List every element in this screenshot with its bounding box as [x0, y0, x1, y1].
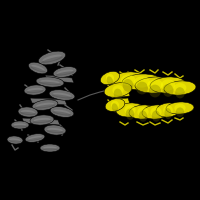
Ellipse shape — [137, 107, 149, 117]
Ellipse shape — [150, 107, 162, 117]
Ellipse shape — [106, 74, 114, 82]
Ellipse shape — [139, 111, 147, 122]
Ellipse shape — [42, 148, 58, 150]
Ellipse shape — [41, 56, 63, 63]
Ellipse shape — [24, 85, 46, 95]
Ellipse shape — [116, 103, 144, 117]
Ellipse shape — [111, 101, 119, 109]
Ellipse shape — [129, 105, 157, 119]
Ellipse shape — [112, 103, 118, 113]
Ellipse shape — [13, 125, 27, 127]
Ellipse shape — [14, 123, 26, 127]
Ellipse shape — [164, 81, 196, 95]
Ellipse shape — [27, 88, 43, 92]
Ellipse shape — [28, 136, 42, 140]
Ellipse shape — [156, 103, 180, 117]
Ellipse shape — [112, 85, 124, 95]
Ellipse shape — [32, 100, 58, 110]
Ellipse shape — [107, 76, 113, 86]
Ellipse shape — [163, 84, 173, 97]
Ellipse shape — [9, 138, 21, 142]
Ellipse shape — [31, 65, 45, 71]
Ellipse shape — [26, 90, 44, 93]
Ellipse shape — [121, 74, 135, 86]
Ellipse shape — [35, 104, 55, 109]
Ellipse shape — [163, 105, 173, 115]
Ellipse shape — [53, 67, 77, 77]
Ellipse shape — [38, 51, 66, 65]
Ellipse shape — [49, 90, 75, 100]
Ellipse shape — [175, 87, 185, 98]
Ellipse shape — [9, 140, 21, 143]
Ellipse shape — [105, 99, 125, 111]
Ellipse shape — [30, 115, 54, 125]
Ellipse shape — [142, 105, 170, 119]
Polygon shape — [112, 98, 128, 100]
Ellipse shape — [56, 71, 74, 76]
Ellipse shape — [11, 121, 29, 129]
Ellipse shape — [44, 125, 66, 135]
Ellipse shape — [136, 82, 148, 94]
Polygon shape — [112, 98, 130, 106]
Ellipse shape — [100, 71, 120, 85]
Ellipse shape — [39, 82, 61, 85]
Ellipse shape — [57, 70, 73, 74]
Ellipse shape — [18, 107, 38, 117]
Ellipse shape — [135, 77, 175, 93]
Ellipse shape — [122, 74, 162, 90]
Ellipse shape — [149, 85, 161, 97]
Ellipse shape — [34, 118, 50, 122]
Ellipse shape — [21, 110, 35, 114]
Polygon shape — [110, 90, 128, 92]
Ellipse shape — [32, 120, 52, 123]
Ellipse shape — [36, 77, 64, 87]
Polygon shape — [22, 118, 60, 125]
Ellipse shape — [166, 102, 194, 114]
Ellipse shape — [54, 110, 70, 114]
Ellipse shape — [27, 137, 43, 141]
Ellipse shape — [104, 83, 132, 97]
Polygon shape — [45, 75, 72, 78]
Ellipse shape — [150, 77, 186, 93]
Ellipse shape — [53, 93, 71, 97]
Ellipse shape — [7, 136, 23, 144]
Ellipse shape — [52, 94, 72, 99]
Polygon shape — [30, 98, 65, 100]
Ellipse shape — [50, 107, 74, 117]
Ellipse shape — [20, 112, 36, 115]
Ellipse shape — [36, 103, 54, 107]
Ellipse shape — [174, 104, 186, 112]
Polygon shape — [30, 98, 67, 105]
Polygon shape — [110, 90, 130, 98]
Ellipse shape — [30, 66, 46, 73]
Polygon shape — [45, 75, 74, 83]
Ellipse shape — [43, 146, 57, 150]
Ellipse shape — [43, 55, 61, 61]
Ellipse shape — [123, 79, 133, 92]
Ellipse shape — [114, 89, 122, 100]
Ellipse shape — [40, 144, 60, 152]
Ellipse shape — [25, 134, 45, 142]
Ellipse shape — [53, 111, 71, 116]
Ellipse shape — [124, 105, 136, 115]
Ellipse shape — [110, 72, 146, 88]
Ellipse shape — [164, 108, 172, 119]
Ellipse shape — [134, 76, 150, 88]
Ellipse shape — [40, 80, 60, 84]
Ellipse shape — [152, 111, 160, 122]
Ellipse shape — [147, 79, 163, 91]
Ellipse shape — [126, 109, 134, 120]
Ellipse shape — [28, 62, 48, 74]
Polygon shape — [22, 118, 58, 120]
Ellipse shape — [47, 128, 63, 132]
Ellipse shape — [174, 83, 186, 93]
Ellipse shape — [161, 79, 175, 91]
Ellipse shape — [46, 130, 64, 133]
Ellipse shape — [176, 107, 184, 117]
